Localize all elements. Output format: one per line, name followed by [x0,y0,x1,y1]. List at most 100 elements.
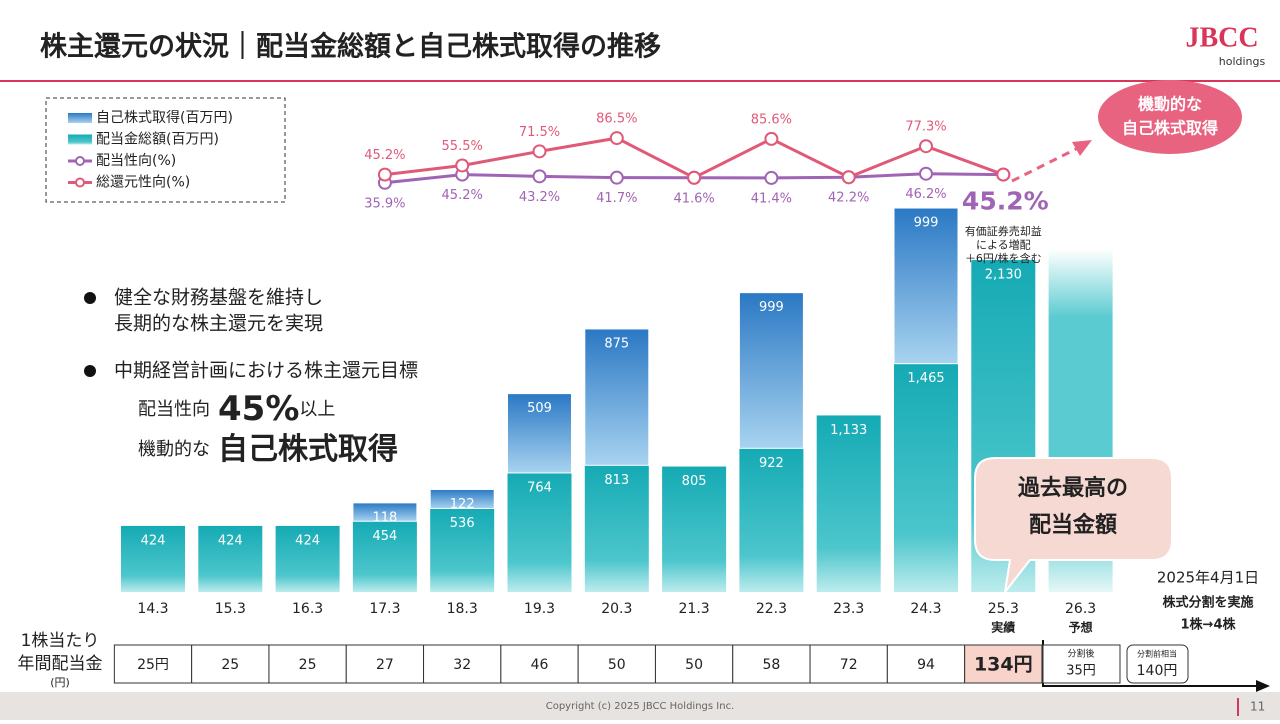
line-marker [609,170,624,185]
bar [198,525,263,592]
table-cell [654,644,734,684]
legend-swatch [68,113,92,123]
bar-value-label: 999 [759,300,784,315]
line-marker [996,167,1011,182]
bar [275,525,340,592]
table-cell [423,644,502,684]
bar-value-label: 424 [218,533,243,548]
line-marker [687,170,702,185]
line-value-label: 77.3% [905,120,946,135]
x-sub-label: 実績 [991,620,1015,635]
line-value-label: 85.6% [751,112,792,127]
line-value-label: 46.2% [905,187,946,202]
bar [662,466,727,592]
table-cell [345,644,425,684]
x-tick-label: 18.3 [447,601,478,617]
callout-text: 自己株式取得 [1122,119,1218,138]
table-cell-text: 25 [221,657,239,673]
bar [584,465,649,592]
bar-value-label: 424 [295,533,320,548]
x-tick-label: 26.3 [1065,601,1096,617]
title: 株主還元の状況｜配当金総額と自己株式取得の推移 [40,31,661,63]
target-part: 自己株式取得 [218,432,398,467]
bullet-text: 健全な財務基盤を維持し [114,287,323,309]
target-part: 機動的な [138,439,210,460]
bar [739,448,804,592]
table-cell-text: 25 [299,657,317,673]
bar-value-label: 764 [527,480,552,495]
line-value-label: 45.2% [364,148,405,163]
line-marker [532,169,547,184]
line-marker [609,131,624,146]
table-cell [1042,644,1121,684]
bar [507,393,572,474]
target: 配当性向 45%以上 [138,389,335,429]
table-cell [809,644,888,684]
line-value-label: 86.5% [596,112,637,127]
legend-label: 自己株式取得(百万円) [96,109,233,126]
split-text: 2025年4月1日 [1157,569,1259,587]
table-unit: (円) [50,676,70,689]
bar [352,521,417,592]
line-marker [377,167,392,182]
target-part: 以上 [299,399,335,420]
table-cell [268,644,347,684]
bar [352,502,418,522]
line-marker [841,170,856,185]
table-cell-text: 134円 [974,654,1033,676]
cell-label: 分割前相当 [1137,649,1177,659]
bar-value-label: 999 [914,216,939,231]
bubble-text: 配当金額 [1029,512,1117,538]
line-value-label: 41.6% [673,191,714,206]
bar-value-label: 424 [141,533,166,548]
logo-sub: holdings [1219,55,1266,68]
x-tick-label: 24.3 [910,601,941,617]
bullet-text: 長期的な株主還元を実現 [114,313,323,335]
legend-label: 配当性向(%) [96,153,176,169]
target: 機動的な 自己株式取得 [138,432,398,467]
bar [121,525,185,592]
line-marker [532,144,547,159]
table-cell-text: 58 [762,657,780,673]
table-cell-text: 94 [917,657,935,673]
callout-shape [1098,80,1242,154]
chart: 14.3 15.3 16.3 17.3 18.3 19.3 20.3 21.3 22.3 23.3… [68,109,1113,684]
x-tick-label: 15.3 [215,601,246,617]
table-cell [964,644,1043,684]
bar-value-label: 118 [372,510,397,525]
bar-value-label: 1,465 [907,371,944,386]
bar [429,488,495,509]
bar-value-label: 122 [450,497,475,512]
table-cell-text: 46 [531,657,549,673]
table-cell-text: 50 [608,657,626,673]
x-sub-label: 予想 [1069,620,1093,635]
legend-swatch [75,156,85,166]
line-marker [455,158,470,173]
x-tick-label: 23.3 [833,601,864,617]
line-value-label: 55.5% [442,139,483,154]
line-value-label: 35.9% [364,196,405,211]
x-tick-label: 19.3 [524,601,555,617]
note: による増配 [976,239,1031,252]
x-tick-label: 17.3 [369,601,400,617]
note: ＋6円/株を含む [965,251,1042,265]
table-cell [500,644,579,684]
cell-label: 分割後 [1067,648,1094,660]
bar [816,415,881,592]
legend-label: 配当金総額(百万円) [96,132,219,148]
line-value-label: 41.4% [751,191,792,206]
copyright: Copyright (c) 2025 JBCC Holdings Inc. [546,701,735,712]
line-value-label: 71.5% [519,125,560,140]
x-tick-label: 20.3 [601,601,632,617]
x-tick-label: 25.3 [988,601,1019,617]
bar-value-label: 805 [682,474,707,489]
bullet [84,365,96,377]
bar [893,207,959,365]
page-number: 11 [1250,700,1265,714]
table-cell-text: 50 [685,657,703,673]
bubble: 過去最高の 配当金額 [974,457,1173,596]
bar-value-label: 536 [450,516,475,531]
line-value-label: 45.2% [442,188,483,203]
logo: JBCC [1185,22,1258,53]
